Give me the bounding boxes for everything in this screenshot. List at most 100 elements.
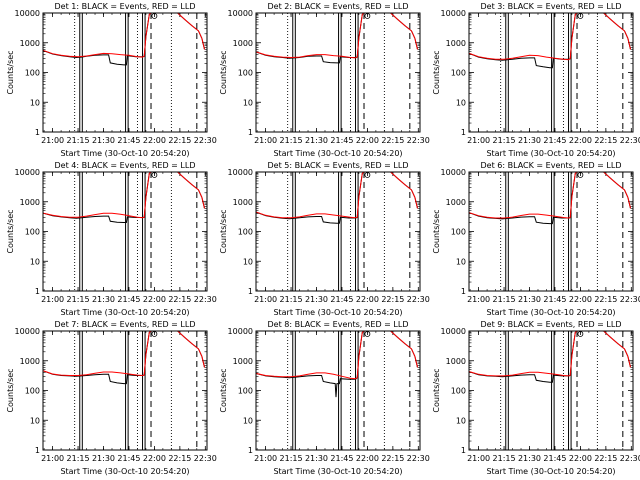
x-tick-label: 21:45 [117, 136, 140, 145]
plot-area [43, 331, 205, 450]
detector-panel-3: Det 3: BLACK = Events, RED = LLD Counts/s… [432, 2, 640, 158]
y-tick-label: 10 [243, 416, 253, 425]
plot-area [469, 13, 631, 132]
plot-area [43, 13, 205, 132]
y-axis-label: Counts/sec [432, 368, 441, 412]
x-axis-label: Start Time (30-Oct-10 20:54:20) [60, 467, 189, 476]
x-tick-label: 21:00 [467, 454, 490, 463]
x-tick-label: 22:00 [569, 136, 592, 145]
y-tick-label: 10000 [228, 9, 253, 18]
y-tick-label: 1000 [20, 198, 40, 207]
x-tick-label: 21:15 [280, 295, 303, 304]
detector-panel-5: Det 5: BLACK = Events, RED = LLD Counts/s… [219, 161, 430, 317]
panel-title: Det 3: BLACK = Events, RED = LLD [481, 2, 622, 11]
x-axis-label: Start Time (30-Oct-10 20:54:20) [60, 308, 189, 317]
x-tick-label: 21:15 [67, 295, 90, 304]
y-tick-label: 1 [461, 446, 466, 455]
plot-frame [468, 330, 634, 451]
y-tick-label: 100 [25, 228, 40, 237]
x-tick-label: 22:00 [356, 454, 379, 463]
y-tick-label: 10 [30, 416, 40, 425]
y-tick-label: 10 [456, 416, 466, 425]
x-tick-label: 22:15 [168, 454, 191, 463]
panel-title: Det 5: BLACK = Events, RED = LLD [268, 161, 409, 170]
plot-frame [255, 330, 421, 451]
x-tick-label: 22:30 [620, 136, 640, 145]
y-tick-label: 1 [461, 128, 466, 137]
x-tick-label: 21:00 [41, 136, 64, 145]
detector-panel-7: Det 7: BLACK = Events, RED = LLD Counts/s… [6, 320, 217, 476]
x-tick-label: 21:45 [330, 136, 353, 145]
y-tick-label: 1 [35, 287, 40, 296]
y-tick-label: 1000 [446, 198, 466, 207]
x-tick-label: 22:30 [620, 454, 640, 463]
x-tick-label: 22:30 [407, 454, 430, 463]
y-tick-label: 10 [243, 257, 253, 266]
detector-panel-8: Det 8: BLACK = Events, RED = LLD Counts/s… [219, 320, 430, 476]
x-tick-label: 22:15 [594, 136, 617, 145]
detector-panel-2: Det 2: BLACK = Events, RED = LLD Counts/s… [219, 2, 430, 158]
x-tick-label: 21:45 [117, 295, 140, 304]
x-tick-label: 22:30 [620, 295, 640, 304]
x-tick-label: 22:00 [569, 454, 592, 463]
y-tick-label: 1 [248, 287, 253, 296]
x-tick-label: 21:30 [92, 454, 115, 463]
y-tick-label: 100 [238, 387, 253, 396]
x-tick-label: 22:30 [407, 295, 430, 304]
y-tick-label: 100 [238, 69, 253, 78]
y-tick-label: 10000 [441, 327, 466, 336]
y-tick-label: 10000 [15, 327, 40, 336]
y-tick-label: 1000 [233, 357, 253, 366]
series-line-lld [43, 172, 205, 219]
x-tick-label: 21:45 [543, 454, 566, 463]
y-tick-label: 100 [451, 228, 466, 237]
x-tick-label: 21:30 [92, 136, 115, 145]
x-tick-label: 21:15 [493, 454, 516, 463]
plot-area [256, 13, 418, 132]
plot-area [256, 172, 418, 291]
series-line-lld [469, 13, 631, 61]
x-tick-label: 21:00 [254, 295, 277, 304]
x-tick-label: 21:15 [280, 136, 303, 145]
x-tick-label: 22:00 [143, 136, 166, 145]
x-tick-label: 22:00 [143, 295, 166, 304]
plot-area [469, 331, 631, 450]
x-tick-label: 21:45 [543, 136, 566, 145]
y-tick-label: 1000 [233, 39, 253, 48]
x-tick-label: 22:30 [194, 136, 217, 145]
series-line-lld [256, 331, 418, 380]
x-tick-label: 21:00 [41, 454, 64, 463]
y-tick-label: 10000 [15, 9, 40, 18]
series-line-lld [256, 13, 418, 59]
x-tick-label: 22:00 [356, 295, 379, 304]
series-line-lld [43, 331, 205, 377]
y-tick-label: 10000 [441, 9, 466, 18]
x-axis-label: Start Time (30-Oct-10 20:54:20) [273, 467, 402, 476]
panel-title: Det 8: BLACK = Events, RED = LLD [268, 320, 409, 329]
series-line-events [256, 331, 418, 398]
x-tick-label: 22:30 [194, 454, 217, 463]
y-tick-label: 100 [25, 69, 40, 78]
x-tick-label: 21:45 [330, 454, 353, 463]
series-line-lld [469, 331, 631, 377]
y-tick-label: 10 [30, 257, 40, 266]
x-tick-label: 21:00 [41, 295, 64, 304]
y-tick-label: 100 [238, 228, 253, 237]
y-tick-label: 1 [35, 446, 40, 455]
series-line-lld [43, 13, 205, 58]
series-line-events [256, 13, 418, 64]
y-tick-label: 1000 [20, 39, 40, 48]
x-tick-label: 21:45 [330, 295, 353, 304]
x-tick-label: 22:15 [381, 295, 404, 304]
x-tick-label: 22:15 [168, 136, 191, 145]
x-tick-label: 21:15 [67, 454, 90, 463]
panel-title: Det 9: BLACK = Events, RED = LLD [481, 320, 622, 329]
y-tick-label: 10000 [441, 168, 466, 177]
plot-frame [255, 171, 421, 292]
x-tick-label: 21:30 [518, 295, 541, 304]
y-tick-label: 1000 [233, 198, 253, 207]
x-tick-label: 21:00 [254, 454, 277, 463]
plot-frame [468, 171, 634, 292]
y-tick-label: 10000 [228, 327, 253, 336]
